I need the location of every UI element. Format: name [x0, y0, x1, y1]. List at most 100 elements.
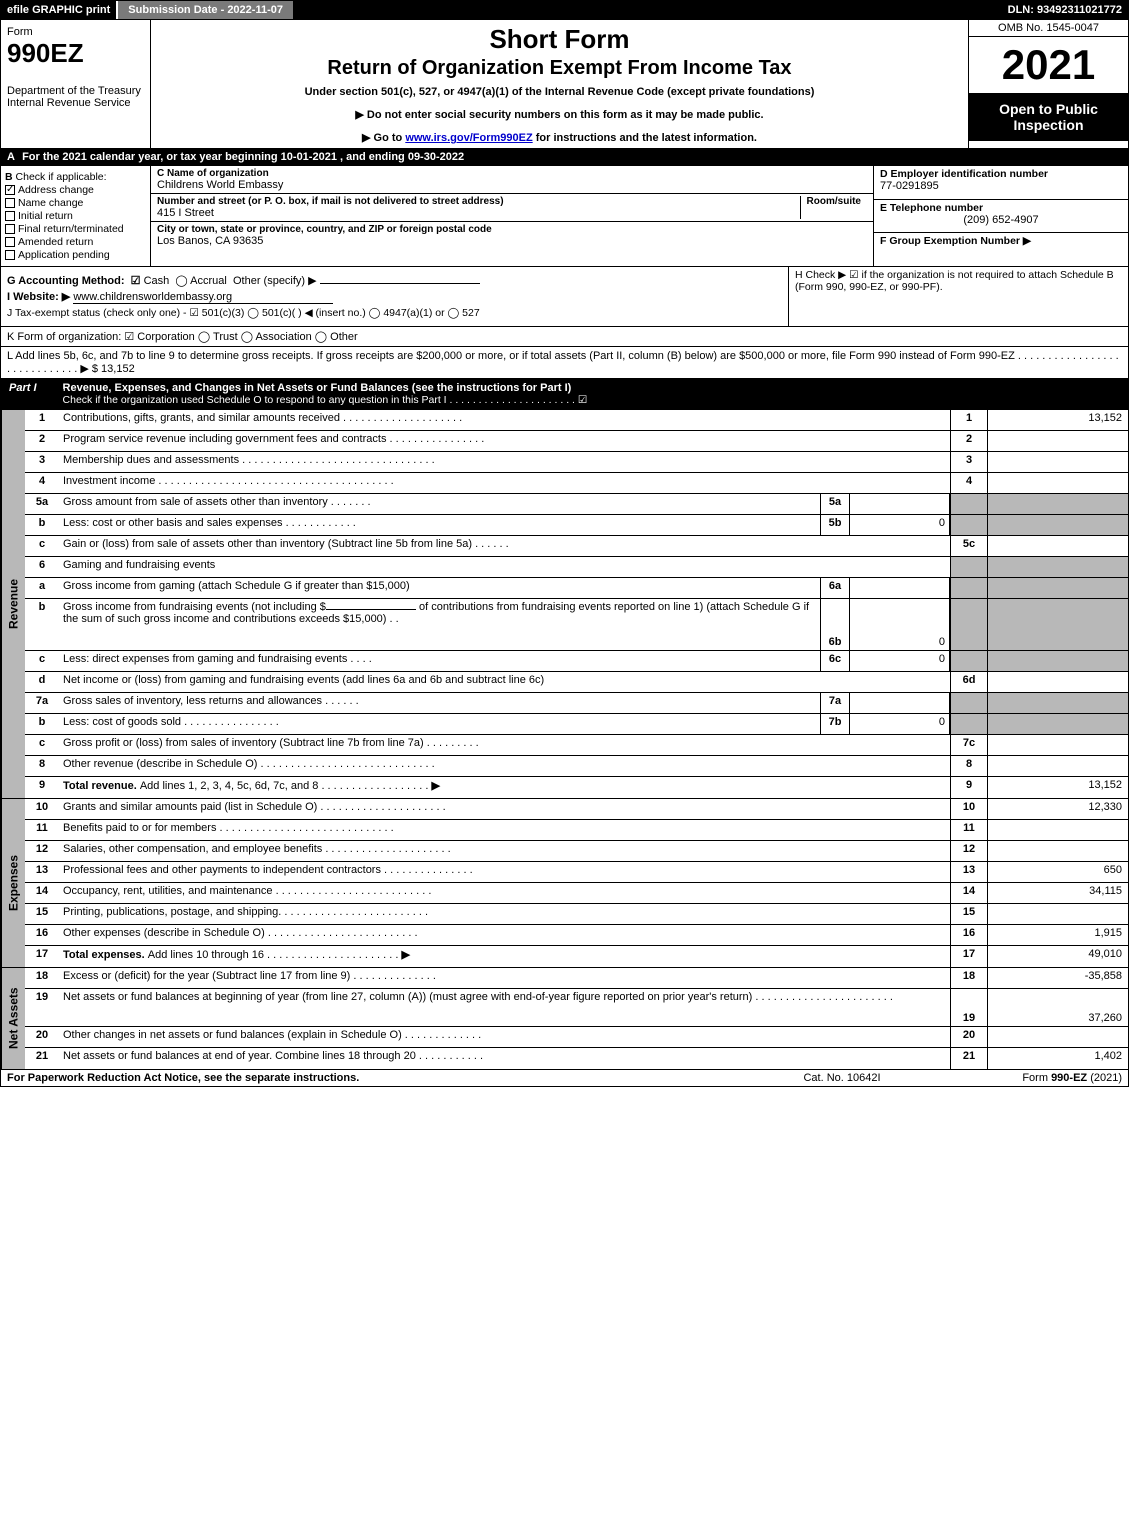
tax-year: 2021	[969, 37, 1128, 93]
part1-label: Part I	[1, 379, 55, 409]
e-label: E Telephone number	[880, 202, 1122, 214]
row-i: I Website: ▶ www.childrensworldembassy.o…	[7, 290, 782, 304]
section-d: D Employer identification number 77-0291…	[874, 166, 1128, 200]
line-7a: 7aGross sales of inventory, less returns…	[25, 693, 1128, 714]
efile-print-label[interactable]: efile GRAPHIC print	[1, 1, 116, 19]
irs-link[interactable]: www.irs.gov/Form990EZ	[405, 132, 532, 144]
chk-initial-return[interactable]: Initial return	[5, 210, 146, 222]
chk-address-change[interactable]: Address change	[5, 184, 146, 196]
telephone: (209) 652-4907	[880, 214, 1122, 226]
row-l: L Add lines 5b, 6c, and 7b to line 9 to …	[0, 347, 1129, 379]
g-other: Other (specify) ▶	[233, 275, 317, 287]
g-accrual: Accrual	[190, 275, 227, 287]
g-cash: Cash	[144, 275, 170, 287]
row-j: J Tax-exempt status (check only one) - ☑…	[7, 307, 782, 319]
line-7b: bLess: cost of goods sold . . . . . . . …	[25, 714, 1128, 735]
b-label: Check if applicable:	[16, 171, 107, 183]
header-mid: Short Form Return of Organization Exempt…	[151, 20, 968, 148]
omb-number: OMB No. 1545-0047	[969, 20, 1128, 37]
sub3-pre: ▶ Go to	[362, 132, 405, 144]
line-6: 6Gaming and fundraising events	[25, 557, 1128, 578]
line-21: 21Net assets or fund balances at end of …	[25, 1048, 1128, 1069]
expenses-grid: Expenses 10Grants and similar amounts pa…	[0, 799, 1129, 968]
sub3-post: for instructions and the latest informat…	[533, 132, 757, 144]
c-city-label: City or town, state or province, country…	[157, 224, 867, 235]
row-g: G Accounting Method: ☑ Cash ◯ Accrual Ot…	[7, 274, 782, 287]
org-city: Los Banos, CA 93635	[157, 235, 867, 247]
dln-label: DLN: 93492311021772	[1002, 1, 1128, 19]
line-3: 3Membership dues and assessments . . . .…	[25, 452, 1128, 473]
footer-left: For Paperwork Reduction Act Notice, see …	[7, 1072, 742, 1084]
side-netassets: Net Assets	[1, 968, 25, 1069]
line-16: 16Other expenses (describe in Schedule O…	[25, 925, 1128, 946]
line-17: 17Total expenses. Add lines 10 through 1…	[25, 946, 1128, 967]
section-bcdef: B Check if applicable: Address change Na…	[0, 166, 1129, 267]
header-left: Form 990EZ Department of the Treasury In…	[1, 20, 151, 148]
footer-right: Form 990-EZ (2021)	[942, 1072, 1122, 1084]
form-number: 990EZ	[7, 38, 144, 69]
line-10: 10Grants and similar amounts paid (list …	[25, 799, 1128, 820]
website[interactable]: www.childrensworldembassy.org	[73, 291, 333, 304]
line-a-text: For the 2021 calendar year, or tax year …	[22, 151, 464, 163]
g-label: G Accounting Method:	[7, 275, 125, 287]
dept-label: Department of the Treasury Internal Reve…	[7, 85, 144, 109]
c-name-label: C Name of organization	[157, 168, 867, 179]
f-label: F Group Exemption Number ▶	[880, 235, 1122, 247]
room-label: Room/suite	[807, 196, 861, 207]
section-b: B Check if applicable: Address change Na…	[1, 166, 151, 266]
line-13: 13Professional fees and other payments t…	[25, 862, 1128, 883]
line-11: 11Benefits paid to or for members . . . …	[25, 820, 1128, 841]
top-bar: efile GRAPHIC print Submission Date - 20…	[0, 0, 1129, 20]
line-6a: aGross income from gaming (attach Schedu…	[25, 578, 1128, 599]
footer-cat: Cat. No. 10642I	[742, 1072, 942, 1084]
section-e: E Telephone number (209) 652-4907	[874, 200, 1128, 234]
title-short-form: Short Form	[159, 24, 960, 55]
line-6d: dNet income or (loss) from gaming and fu…	[25, 672, 1128, 693]
submission-date: Submission Date - 2022-11-07	[116, 1, 293, 19]
header-right: OMB No. 1545-0047 2021 Open to Public In…	[968, 20, 1128, 148]
line-5c: cGain or (loss) from sale of assets othe…	[25, 536, 1128, 557]
form-label: Form	[7, 26, 144, 38]
subtitle-1: Under section 501(c), 527, or 4947(a)(1)…	[159, 86, 960, 98]
side-revenue: Revenue	[1, 410, 25, 798]
line-14: 14Occupancy, rent, utilities, and mainte…	[25, 883, 1128, 904]
subtitle-2: ▶ Do not enter social security numbers o…	[159, 108, 960, 121]
page-footer: For Paperwork Reduction Act Notice, see …	[0, 1070, 1129, 1087]
line-a: A For the 2021 calendar year, or tax yea…	[0, 149, 1129, 166]
form-header: Form 990EZ Department of the Treasury In…	[0, 20, 1129, 149]
chk-amended-return[interactable]: Amended return	[5, 236, 146, 248]
row-l-value: 13,152	[101, 363, 135, 375]
part1-heading: Revenue, Expenses, and Changes in Net As…	[55, 379, 1128, 409]
open-to-public: Open to Public Inspection	[969, 93, 1128, 141]
line-2: 2Program service revenue including gover…	[25, 431, 1128, 452]
title-return: Return of Organization Exempt From Incom…	[159, 57, 960, 80]
line-12: 12Salaries, other compensation, and empl…	[25, 841, 1128, 862]
org-name: Childrens World Embassy	[157, 179, 867, 191]
part1-header: Part I Revenue, Expenses, and Changes in…	[0, 379, 1129, 410]
line-15: 15Printing, publications, postage, and s…	[25, 904, 1128, 925]
chk-final-return[interactable]: Final return/terminated	[5, 223, 146, 235]
line-6b: bGross income from fundraising events (n…	[25, 599, 1128, 651]
line-1: 1Contributions, gifts, grants, and simil…	[25, 410, 1128, 431]
line-20: 20Other changes in net assets or fund ba…	[25, 1027, 1128, 1048]
line-5b: bLess: cost or other basis and sales exp…	[25, 515, 1128, 536]
part1-sub: Check if the organization used Schedule …	[63, 394, 588, 406]
revenue-grid: Revenue 1Contributions, gifts, grants, a…	[0, 410, 1129, 799]
line-18: 18Excess or (deficit) for the year (Subt…	[25, 968, 1128, 989]
ein: 77-0291895	[880, 180, 1122, 192]
org-street: 415 I Street	[157, 207, 800, 219]
section-def: D Employer identification number 77-0291…	[873, 166, 1128, 266]
netassets-grid: Net Assets 18Excess or (deficit) for the…	[0, 968, 1129, 1070]
side-expenses: Expenses	[1, 799, 25, 967]
line-6c: cLess: direct expenses from gaming and f…	[25, 651, 1128, 672]
row-k: K Form of organization: ☑ Corporation ◯ …	[0, 327, 1129, 347]
line-4: 4Investment income . . . . . . . . . . .…	[25, 473, 1128, 494]
section-c: C Name of organization Childrens World E…	[151, 166, 873, 266]
chk-application-pending[interactable]: Application pending	[5, 249, 146, 261]
c-street-label: Number and street (or P. O. box, if mail…	[157, 196, 800, 207]
d-label: D Employer identification number	[880, 168, 1122, 180]
chk-name-change[interactable]: Name change	[5, 197, 146, 209]
line-19: 19Net assets or fund balances at beginni…	[25, 989, 1128, 1027]
subtitle-3: ▶ Go to www.irs.gov/Form990EZ for instru…	[159, 131, 960, 144]
row-gh: G Accounting Method: ☑ Cash ◯ Accrual Ot…	[0, 267, 1129, 327]
